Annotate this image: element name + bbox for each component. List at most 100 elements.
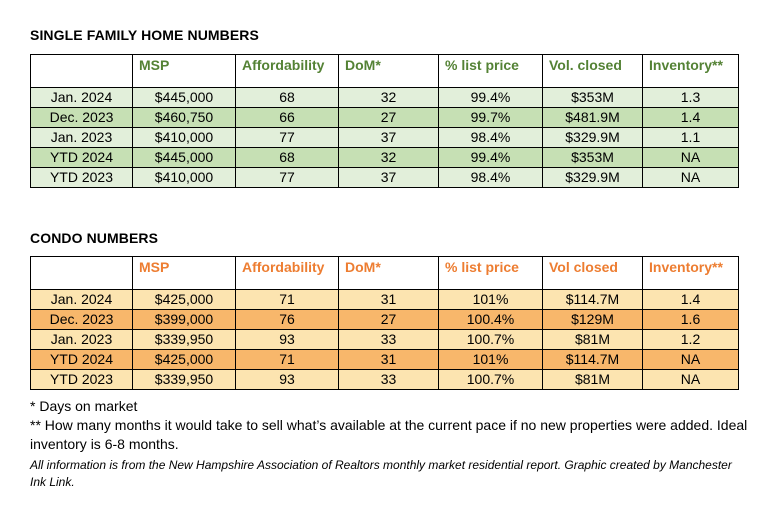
single-family-table: MSP Affordability DoM* % list price Vol.… [30,54,739,188]
row-label: YTD 2023 [30,369,133,390]
cell-list-price: 99.4% [438,87,543,108]
table-row: Jan. 2023 $339,950 93 33 100.7% $81M 1.2 [30,329,739,350]
row-label: Jan. 2023 [30,127,133,148]
cell-inventory: NA [642,369,739,390]
cell-vol-closed: $481.9M [542,107,643,128]
single-family-title: SINGLE FAMILY HOME NUMBERS [30,27,259,43]
cell-list-price: 99.4% [438,147,543,168]
cell-inventory: 1.6 [642,309,739,330]
footnote-days-on-market: * Days on market [30,398,138,414]
cell-msp: $445,000 [132,147,236,168]
cell-dom: 37 [338,127,439,148]
cell-vol-closed: $353M [542,147,643,168]
header-dom: DoM* [338,256,439,290]
footnotes: * Days on market ** How many months it w… [30,397,750,491]
cell-affordability: 68 [235,147,339,168]
header-list-price: % list price [438,256,543,290]
cell-affordability: 76 [235,309,339,330]
cell-list-price: 101% [438,289,543,310]
table-row: Jan. 2023 $410,000 77 37 98.4% $329.9M 1… [30,127,739,148]
cell-inventory: 1.1 [642,127,739,148]
table-row: YTD 2023 $339,950 93 33 100.7% $81M NA [30,369,739,390]
cell-msp: $460,750 [132,107,236,128]
table-row: Jan. 2024 $445,000 68 32 99.4% $353M 1.3 [30,87,739,108]
cell-msp: $445,000 [132,87,236,108]
cell-affordability: 93 [235,329,339,350]
header-vol-closed: Vol closed [542,256,643,290]
row-label: Dec. 2023 [30,107,133,128]
cell-dom: 33 [338,329,439,350]
cell-inventory: NA [642,349,739,370]
cell-list-price: 98.4% [438,127,543,148]
source-credit: All information is from the New Hampshir… [30,458,732,489]
cell-inventory: 1.4 [642,289,739,310]
cell-dom: 27 [338,107,439,128]
cell-affordability: 93 [235,369,339,390]
cell-inventory: 1.2 [642,329,739,350]
cell-affordability: 77 [235,167,339,188]
row-label: YTD 2024 [30,147,133,168]
cell-affordability: 66 [235,107,339,128]
header-msp: MSP [132,256,236,290]
cell-msp: $339,950 [132,329,236,350]
cell-inventory: NA [642,167,739,188]
header-dom: DoM* [338,54,439,88]
table-header-row: MSP Affordability DoM* % list price Vol … [30,256,739,290]
condo-title: CONDO NUMBERS [30,230,159,246]
cell-vol-closed: $81M [542,329,643,350]
header-msp: MSP [132,54,236,88]
header-cell [30,256,133,290]
cell-msp: $339,950 [132,369,236,390]
table-row: YTD 2023 $410,000 77 37 98.4% $329.9M NA [30,167,739,188]
cell-inventory: 1.4 [642,107,739,128]
header-inventory: Inventory** [642,54,739,88]
cell-inventory: 1.3 [642,87,739,108]
cell-affordability: 71 [235,289,339,310]
cell-affordability: 71 [235,349,339,370]
cell-dom: 32 [338,147,439,168]
row-label: YTD 2024 [30,349,133,370]
cell-list-price: 100.7% [438,329,543,350]
cell-dom: 31 [338,289,439,310]
header-list-price: % list price [438,54,543,88]
table-row: YTD 2024 $425,000 71 31 101% $114.7M NA [30,349,739,370]
header-vol-closed: Vol. closed [542,54,643,88]
cell-affordability: 68 [235,87,339,108]
header-affordability: Affordability [235,256,339,290]
table-row: Dec. 2023 $460,750 66 27 99.7% $481.9M 1… [30,107,739,128]
cell-msp: $425,000 [132,289,236,310]
cell-list-price: 99.7% [438,107,543,128]
row-label: Jan. 2024 [30,289,133,310]
cell-affordability: 77 [235,127,339,148]
cell-list-price: 98.4% [438,167,543,188]
table-row: YTD 2024 $445,000 68 32 99.4% $353M NA [30,147,739,168]
cell-inventory: NA [642,147,739,168]
header-inventory: Inventory** [642,256,739,290]
cell-dom: 27 [338,309,439,330]
table-row: Dec. 2023 $399,000 76 27 100.4% $129M 1.… [30,309,739,330]
cell-dom: 37 [338,167,439,188]
cell-vol-closed: $114.7M [542,349,643,370]
cell-msp: $410,000 [132,127,236,148]
cell-vol-closed: $81M [542,369,643,390]
cell-vol-closed: $129M [542,309,643,330]
row-label: Jan. 2023 [30,329,133,350]
cell-vol-closed: $114.7M [542,289,643,310]
footnote-inventory: ** How many months it would take to sell… [30,417,748,452]
cell-vol-closed: $329.9M [542,167,643,188]
cell-dom: 33 [338,369,439,390]
table-header-row: MSP Affordability DoM* % list price Vol.… [30,54,739,88]
condo-table: MSP Affordability DoM* % list price Vol … [30,256,739,390]
cell-list-price: 101% [438,349,543,370]
row-label: Jan. 2024 [30,87,133,108]
cell-vol-closed: $329.9M [542,127,643,148]
cell-dom: 31 [338,349,439,370]
cell-msp: $399,000 [132,309,236,330]
row-label: Dec. 2023 [30,309,133,330]
cell-list-price: 100.4% [438,309,543,330]
cell-dom: 32 [338,87,439,108]
cell-list-price: 100.7% [438,369,543,390]
table-row: Jan. 2024 $425,000 71 31 101% $114.7M 1.… [30,289,739,310]
cell-msp: $410,000 [132,167,236,188]
header-cell [30,54,133,88]
